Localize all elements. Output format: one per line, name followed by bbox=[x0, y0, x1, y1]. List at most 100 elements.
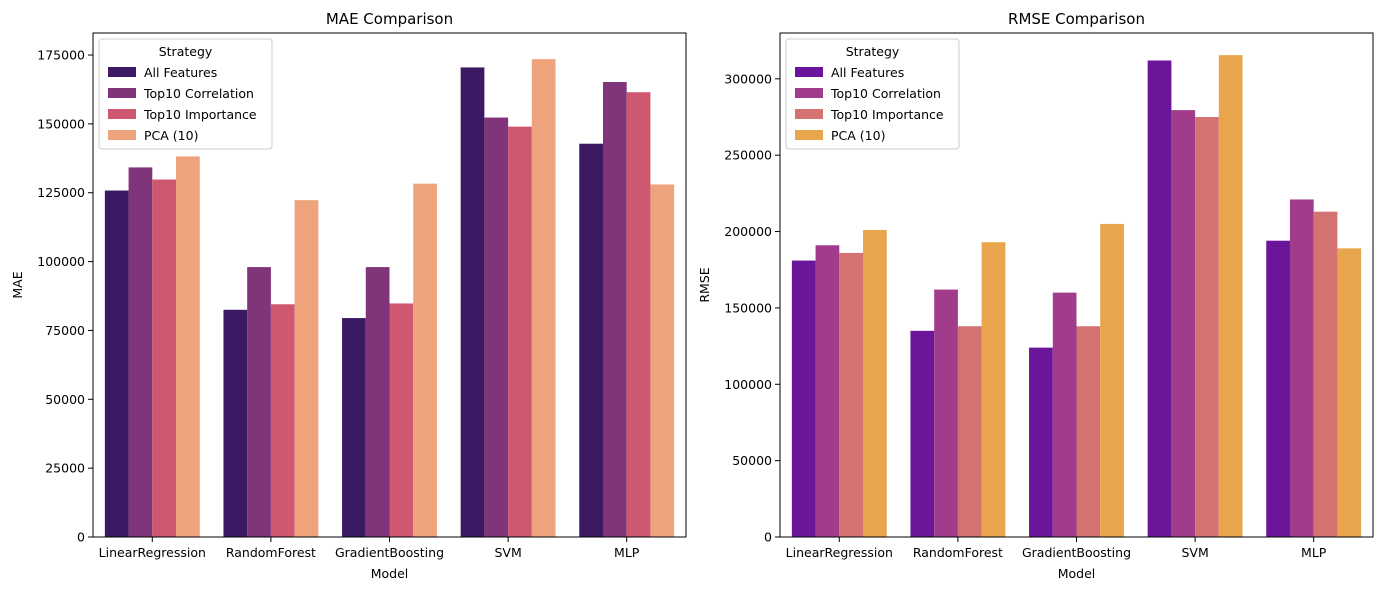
bar bbox=[176, 156, 200, 537]
x-tick-label: RandomForest bbox=[226, 545, 316, 560]
legend-item: Top10 Correlation bbox=[108, 86, 254, 101]
x-tick-label: MLP bbox=[614, 545, 640, 560]
bar bbox=[863, 230, 887, 537]
y-tick-label: 100000 bbox=[37, 254, 85, 269]
bar bbox=[508, 126, 532, 537]
bar bbox=[389, 303, 414, 537]
x-tick-label: SVM bbox=[494, 545, 521, 560]
legend-label: All Features bbox=[144, 65, 217, 80]
legend-label: All Features bbox=[831, 65, 904, 80]
x-tick-label: SVM bbox=[1181, 545, 1208, 560]
y-axis-label: MAE bbox=[10, 271, 25, 298]
bar bbox=[1313, 211, 1338, 537]
legend-swatch bbox=[795, 130, 823, 140]
y-tick-label: 150000 bbox=[724, 300, 772, 315]
legend-swatch bbox=[108, 67, 136, 77]
bar bbox=[1337, 248, 1362, 537]
legend-box bbox=[785, 38, 960, 150]
legend-swatch bbox=[108, 130, 136, 140]
x-axis: LinearRegression RandomForest GradientBoos… bbox=[786, 537, 1327, 581]
bar bbox=[1029, 347, 1053, 537]
bar bbox=[1147, 60, 1172, 538]
bar bbox=[579, 143, 603, 537]
legend-label: Top10 Correlation bbox=[143, 86, 254, 101]
bar bbox=[934, 289, 958, 537]
bar bbox=[650, 184, 675, 537]
legend-item: PCA (10) bbox=[108, 128, 198, 143]
legend-item: All Features bbox=[108, 65, 217, 80]
bar bbox=[602, 82, 627, 537]
bar bbox=[460, 67, 485, 537]
bar bbox=[128, 167, 153, 537]
y-tick-label: 75000 bbox=[45, 323, 85, 338]
y-axis: 0 50000 100000 150000 200000 250000 300000 RMSE bbox=[697, 71, 780, 545]
y-tick-label: 50000 bbox=[45, 392, 85, 407]
legend-swatch bbox=[108, 109, 136, 119]
bars bbox=[791, 55, 1362, 538]
legend-swatch bbox=[795, 88, 823, 98]
y-axis-label: RMSE bbox=[697, 267, 712, 302]
legend-label: Top10 Importance bbox=[830, 107, 944, 122]
bar bbox=[1171, 110, 1196, 538]
x-tick-label: LinearRegression bbox=[786, 545, 893, 560]
x-tick-label: MLP bbox=[1301, 545, 1327, 560]
legend-swatch bbox=[108, 88, 136, 98]
legend-item: Top10 Importance bbox=[795, 107, 944, 122]
bar bbox=[839, 252, 864, 537]
bar bbox=[1052, 292, 1077, 537]
bar bbox=[1266, 240, 1290, 537]
bars bbox=[104, 59, 675, 538]
bar bbox=[957, 326, 982, 537]
bar bbox=[484, 117, 509, 538]
bar bbox=[247, 267, 271, 537]
chart-panel-1: MAE Comparison 0 25000 50000 75000 100000 1250… bbox=[10, 10, 687, 581]
x-tick-label: RandomForest bbox=[913, 545, 1003, 560]
chart-title: RMSE Comparison bbox=[1008, 10, 1145, 28]
bar bbox=[270, 304, 295, 537]
bar bbox=[531, 59, 556, 537]
bar bbox=[152, 179, 177, 537]
legend-label: Top10 Correlation bbox=[830, 86, 941, 101]
x-axis-label: Model bbox=[1058, 566, 1096, 581]
legend-box bbox=[98, 38, 273, 150]
bar bbox=[342, 318, 366, 537]
bar bbox=[815, 245, 840, 538]
y-tick-label: 300000 bbox=[724, 71, 772, 86]
chart-title: MAE Comparison bbox=[326, 10, 453, 28]
legend-label: PCA (10) bbox=[144, 128, 198, 143]
y-tick-label: 50000 bbox=[732, 453, 772, 468]
x-axis: LinearRegression RandomForest GradientBoos… bbox=[99, 537, 640, 581]
legend: Strategy All Features Top10 Correlation Top… bbox=[785, 38, 960, 150]
y-tick-label: 0 bbox=[764, 530, 772, 545]
bar bbox=[1218, 55, 1243, 538]
y-tick-label: 200000 bbox=[724, 224, 772, 239]
bar bbox=[981, 242, 1006, 537]
legend-item: Top10 Importance bbox=[108, 107, 257, 122]
y-tick-label: 125000 bbox=[37, 185, 85, 200]
bar bbox=[910, 330, 935, 537]
bar bbox=[1195, 117, 1219, 537]
x-tick-label: GradientBoosting bbox=[335, 545, 444, 560]
y-tick-label: 175000 bbox=[37, 48, 85, 63]
bar bbox=[413, 183, 437, 538]
legend: Strategy All Features Top10 Correlation Top… bbox=[98, 38, 273, 150]
legend-label: Top10 Importance bbox=[143, 107, 257, 122]
y-tick-label: 250000 bbox=[724, 148, 772, 163]
bar bbox=[626, 92, 651, 538]
bar bbox=[1076, 326, 1101, 537]
legend-swatch bbox=[795, 67, 823, 77]
bar bbox=[104, 190, 129, 537]
bar bbox=[223, 309, 248, 537]
legend-item: Top10 Correlation bbox=[795, 86, 941, 101]
y-tick-label: 150000 bbox=[37, 116, 85, 131]
legend-title: Strategy bbox=[159, 44, 213, 59]
bar bbox=[1100, 223, 1124, 537]
y-axis: 0 25000 50000 75000 100000 125000 150000 175000… bbox=[10, 48, 93, 545]
x-tick-label: GradientBoosting bbox=[1022, 545, 1131, 560]
legend-title: Strategy bbox=[846, 44, 900, 59]
legend-swatch bbox=[795, 109, 823, 119]
legend-item: All Features bbox=[795, 65, 904, 80]
chart-panel-2: RMSE Comparison 0 50000 100000 150000 200000 2… bbox=[697, 10, 1374, 581]
